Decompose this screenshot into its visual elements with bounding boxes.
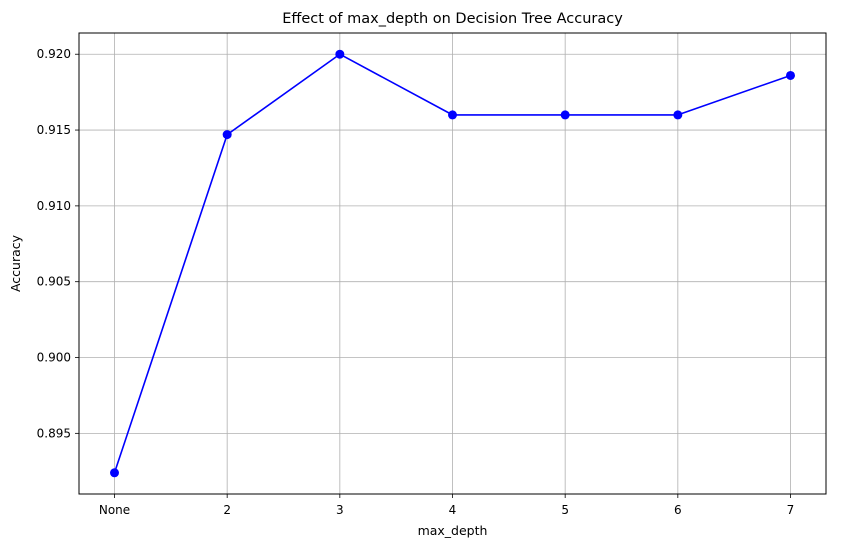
y-tick-label: 0.910 [37, 199, 71, 213]
series-layer [110, 49, 795, 478]
x-tick-label: None [99, 503, 130, 517]
data-point-marker [673, 110, 683, 120]
x-tick-label: 7 [787, 503, 795, 517]
x-tick-label: 2 [223, 503, 231, 517]
data-point-marker [222, 130, 232, 140]
data-point-marker [110, 468, 119, 478]
axis-ticks: None 2 3 4 5 6 7 0.895 0.900 0.905 0.910 0.915 0.920 [37, 47, 795, 517]
x-tick-label: 3 [336, 503, 344, 517]
x-tick-label: 4 [449, 503, 457, 517]
y-axis-label: Accuracy [8, 234, 23, 292]
x-tick-label: 6 [674, 503, 682, 517]
chart-title: Effect of max_depth on Decision Tree Acc… [282, 11, 623, 27]
y-tick-label: 0.915 [37, 123, 71, 137]
y-tick-label: 0.920 [37, 47, 71, 61]
data-point-marker [335, 49, 345, 59]
y-tick-label: 0.895 [37, 426, 71, 440]
data-point-marker [786, 70, 795, 80]
y-tick-label: 0.900 [37, 351, 71, 365]
x-tick-label: 5 [561, 503, 569, 517]
x-axis-label: max_depth [418, 523, 488, 538]
y-tick-label: 0.905 [37, 275, 71, 289]
data-point-marker [560, 110, 570, 120]
data-point-marker [448, 110, 457, 120]
